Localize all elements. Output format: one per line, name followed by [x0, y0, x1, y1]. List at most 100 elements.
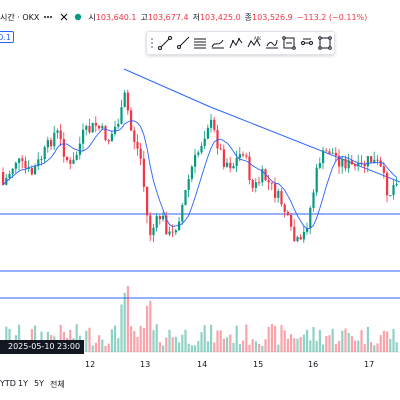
candle-body — [72, 159, 75, 164]
volume-bar — [258, 343, 261, 352]
high-value: 103,677.4 — [147, 12, 189, 22]
candle-body — [37, 159, 40, 167]
candle-body — [386, 172, 389, 196]
close-icon[interactable] — [58, 11, 70, 23]
candle-body — [88, 125, 91, 133]
select-frame-icon[interactable] — [316, 32, 334, 54]
candle-body — [395, 184, 398, 186]
trend-line-icon[interactable] — [156, 32, 174, 54]
candle-body — [261, 169, 264, 183]
candle-body — [373, 159, 376, 164]
volume-bar — [216, 330, 219, 352]
range-5y-button[interactable]: 5Y — [34, 379, 44, 388]
volume-bar — [389, 338, 392, 352]
open-value: 103,640.1 — [95, 12, 137, 22]
candle-body — [312, 192, 315, 208]
pitchfork-icon[interactable] — [209, 32, 227, 54]
candle-body — [309, 207, 312, 228]
volume-bar — [338, 340, 341, 352]
volume-bar — [88, 327, 91, 352]
close-value: 103,526.9 — [252, 12, 293, 22]
price-badge[interactable]: 50.1 — [0, 31, 14, 43]
volume-bar — [312, 326, 315, 352]
candle-body — [53, 132, 56, 147]
candle-body — [296, 236, 299, 242]
volume-bar — [331, 328, 334, 352]
volume-bar — [328, 335, 331, 352]
symbol-header: 시간 · OKX 시 103,640.1 고 103,677.4 저 103,4… — [0, 10, 367, 24]
candle-body — [306, 227, 309, 232]
long-position-icon[interactable] — [281, 32, 299, 54]
candle-body — [165, 215, 168, 235]
candle-body — [206, 127, 209, 139]
volume-bar — [117, 338, 120, 352]
ray-icon[interactable] — [174, 32, 192, 54]
toolbar-drag-handle[interactable] — [149, 38, 156, 48]
volume-bar — [373, 345, 376, 352]
volume-bar — [344, 328, 347, 352]
volume-bar — [149, 300, 152, 352]
candle-body — [360, 162, 363, 164]
volume-bar — [280, 325, 283, 352]
volume-bar — [75, 324, 78, 352]
candle-body — [370, 156, 373, 164]
candle-body — [101, 126, 104, 129]
volume-bar — [190, 345, 193, 352]
volume-bar — [354, 340, 357, 352]
volume-bar — [382, 330, 385, 352]
volume-bar — [184, 329, 187, 352]
volume-bar — [34, 325, 37, 352]
x-tick-label: 14 — [197, 360, 208, 369]
range-all-button[interactable]: 전체 — [50, 380, 65, 389]
volume-bar — [200, 332, 203, 352]
brush-icon[interactable] — [263, 32, 281, 54]
volume-bar — [168, 329, 171, 352]
status-dot-icon — [72, 11, 84, 23]
volume-bar — [299, 336, 302, 352]
volume-bar — [395, 342, 398, 352]
candle-body — [245, 155, 248, 157]
volume-bar — [245, 324, 248, 352]
candle-body — [270, 182, 273, 184]
volume-bar — [206, 341, 209, 352]
volume-bar — [270, 324, 273, 352]
volume-bar — [155, 324, 158, 352]
candle-body — [190, 166, 193, 179]
candle-body — [238, 154, 241, 158]
fib-retracement-icon[interactable] — [227, 32, 245, 54]
candle-body — [126, 92, 129, 111]
candle-body — [277, 191, 280, 198]
candle-body — [142, 158, 145, 187]
candle-body — [315, 167, 318, 193]
candle-body — [210, 119, 213, 128]
candle-body — [290, 214, 293, 227]
candle-body — [50, 140, 53, 147]
date-range-icon[interactable] — [298, 32, 316, 54]
volume-bar — [254, 341, 257, 352]
candle-body — [251, 180, 254, 188]
candle-body — [382, 166, 385, 173]
candle-body — [187, 178, 190, 191]
crosshair-date: 2025-05-10 23:00 — [8, 342, 81, 351]
candle-body — [14, 162, 17, 169]
candle-body — [248, 156, 251, 181]
volume-bar — [363, 343, 366, 352]
candle-body — [133, 130, 136, 142]
parallel-channel-icon[interactable] — [191, 32, 209, 54]
range-1y-button[interactable]: 1Y — [18, 379, 28, 388]
candle-body — [30, 167, 33, 175]
symbol-suffix[interactable]: 시간 · OKX — [0, 12, 40, 22]
more-options-icon[interactable] — [42, 11, 54, 23]
range-ytd-button[interactable]: YTD — [0, 379, 16, 388]
candle-body — [197, 152, 200, 155]
time-axis[interactable]: 12 13 14 15 16 17 — [0, 357, 400, 373]
crosshair-date-label: 2025-05-10 23:00 — [0, 340, 85, 354]
candle-body — [280, 191, 283, 205]
volume-bar — [261, 345, 264, 352]
elliott-wave-icon[interactable]: ABC — [245, 32, 263, 54]
volume-bar — [5, 326, 8, 352]
candle-body — [136, 141, 139, 149]
volume-bar — [274, 325, 277, 352]
